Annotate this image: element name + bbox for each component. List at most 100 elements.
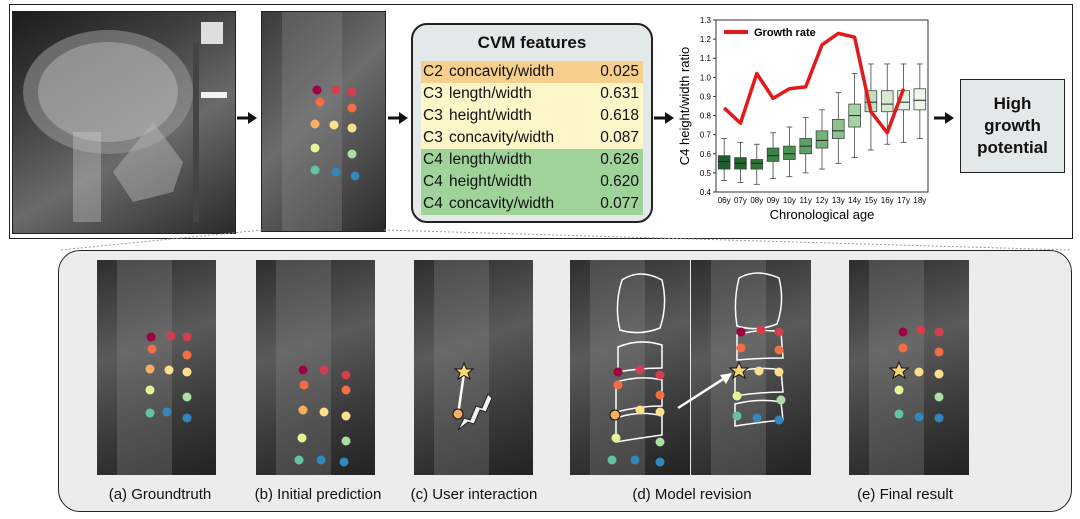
feature-value: 0.087	[600, 129, 639, 146]
vertebra-label: C4	[423, 195, 443, 212]
x-tick-label: 11y	[800, 196, 812, 205]
x-tick-label: 17y	[897, 196, 910, 205]
cvm-feature-row: C3 length/width 0.631	[421, 83, 643, 105]
cvm-title: CVM features	[477, 33, 587, 52]
box-body	[717, 155, 731, 170]
cvm-feature-row: C3 concavity/width 0.087	[421, 127, 643, 149]
growth-rate-line	[722, 31, 906, 135]
feature-name: height/width	[449, 173, 532, 190]
vertebra-label: C4	[423, 173, 443, 190]
x-tick-label: 07y	[734, 196, 747, 205]
x-tick-label: 12y	[816, 196, 829, 205]
spine-landmarks	[282, 12, 360, 231]
target-star-icon	[453, 361, 475, 381]
feature-name: length/width	[449, 151, 532, 168]
cvm-feature-row: C4 height/width 0.620	[421, 171, 643, 193]
model-revision-before-image	[570, 260, 690, 475]
revision-before-outlines	[590, 260, 666, 475]
x-tick-label: 18y	[913, 196, 926, 205]
revision-after-outlines	[711, 260, 786, 475]
x-axis-label: Chronological age	[770, 207, 875, 222]
x-tick-label: 09y	[767, 196, 780, 205]
zoom-lines	[59, 229, 1071, 251]
feature-name: height/width	[449, 107, 532, 124]
final-result-landmarks	[869, 260, 944, 475]
y-tick-label: 0.4	[700, 188, 712, 197]
arrow-right-icon	[236, 110, 258, 131]
growth-chart: 0.4 0.5 0.6 0.7 0.8 0.9 1.0 1.1 1.2 1.3 06y 07y 08y 0…	[677, 16, 929, 222]
x-tick-label: 16y	[881, 196, 894, 205]
caption-user-interaction: (c) User interaction	[410, 486, 538, 503]
y-tick-label: 0.7	[700, 131, 712, 140]
cvm-feature-row: C4 length/width 0.626	[421, 149, 643, 171]
initial-prediction-landmarks	[276, 260, 351, 475]
box-body	[815, 130, 829, 149]
cvm-feature-row: C3 height/width 0.618	[421, 105, 643, 127]
box-body	[783, 145, 796, 160]
vertebra-label: C3	[423, 85, 443, 102]
y-tick-label: 0.8	[700, 112, 712, 121]
result-line-1: High	[993, 94, 1032, 113]
box-body	[880, 90, 894, 113]
x-tick-label: 14y	[848, 196, 861, 205]
feature-value: 0.626	[600, 151, 639, 168]
y-tick-label: 1.0	[700, 73, 712, 82]
y-tick-label: 0.9	[700, 92, 712, 101]
box-body	[832, 118, 845, 139]
result-box: High growth potential	[960, 79, 1065, 173]
vertebra-label: C3	[423, 129, 443, 146]
x-tick-label: 13y	[832, 196, 845, 205]
user-interaction-image	[414, 260, 533, 475]
result-line-2: growth	[984, 116, 1041, 135]
feature-value: 0.077	[600, 195, 639, 212]
groundtruth-landmarks	[117, 260, 192, 475]
feature-name: concavity/width	[449, 63, 555, 80]
feature-value: 0.618	[600, 107, 639, 124]
y-axis-label: C4 height/width ratio	[677, 47, 692, 166]
final-result-image	[849, 260, 969, 475]
y-tick-label: 0.5	[700, 169, 712, 178]
top-panel	[9, 4, 1073, 239]
result-line-3: potential	[977, 138, 1048, 157]
legend-label: Growth rate	[754, 27, 816, 39]
arrow-right-icon	[933, 110, 955, 131]
hand-cursor-icon	[457, 393, 493, 431]
x-tick-label: 08y	[750, 196, 763, 205]
feature-value: 0.620	[600, 173, 639, 190]
drag-gesture	[434, 260, 493, 475]
initial-prediction-image	[256, 260, 375, 475]
feature-value: 0.025	[600, 63, 639, 80]
feature-name: concavity/width	[449, 195, 555, 212]
cvm-features-panel: CVM features C2 concavity/width 0.025 C3 len…	[411, 23, 653, 223]
y-tick-label: 0.6	[700, 150, 712, 159]
feature-name: length/width	[449, 85, 532, 102]
cvm-feature-row: C4 concavity/width 0.077	[421, 193, 643, 215]
caption-model-revision: (d) Model revision	[632, 486, 752, 503]
feature-value: 0.631	[600, 85, 639, 102]
box-body	[913, 88, 927, 111]
skull-drawing	[23, 22, 227, 222]
vertebra-label: C2	[423, 63, 443, 80]
revision-arrow-icon	[677, 373, 732, 410]
cvm-feature-row: C2 concavity/width 0.025	[421, 61, 643, 83]
box-body	[766, 147, 780, 162]
box-body	[750, 159, 764, 170]
caption-groundtruth: (a) Groundtruth	[108, 486, 212, 503]
x-tick-label: 10y	[783, 196, 796, 205]
vertebra-label: C4	[423, 151, 443, 168]
arrow-right-icon	[653, 110, 675, 131]
caption-final-result: (e) Final result	[857, 486, 953, 503]
arrow-right-icon	[387, 110, 409, 131]
caption-initial-prediction: (b) Initial prediction	[254, 486, 382, 503]
cephalogram-image	[12, 11, 236, 234]
x-tick-label: 15y	[864, 196, 877, 205]
y-tick-label: 1.3	[700, 16, 712, 25]
model-revision-after-image	[691, 260, 811, 475]
groundtruth-image	[97, 260, 216, 475]
feature-name: concavity/width	[449, 129, 555, 146]
y-tick-label: 1.1	[700, 54, 712, 63]
x-tick-label: 06y	[718, 196, 731, 205]
vertebra-label: C3	[423, 107, 443, 124]
spine-crop-image	[261, 11, 386, 232]
y-tick-label: 1.2	[700, 35, 712, 44]
